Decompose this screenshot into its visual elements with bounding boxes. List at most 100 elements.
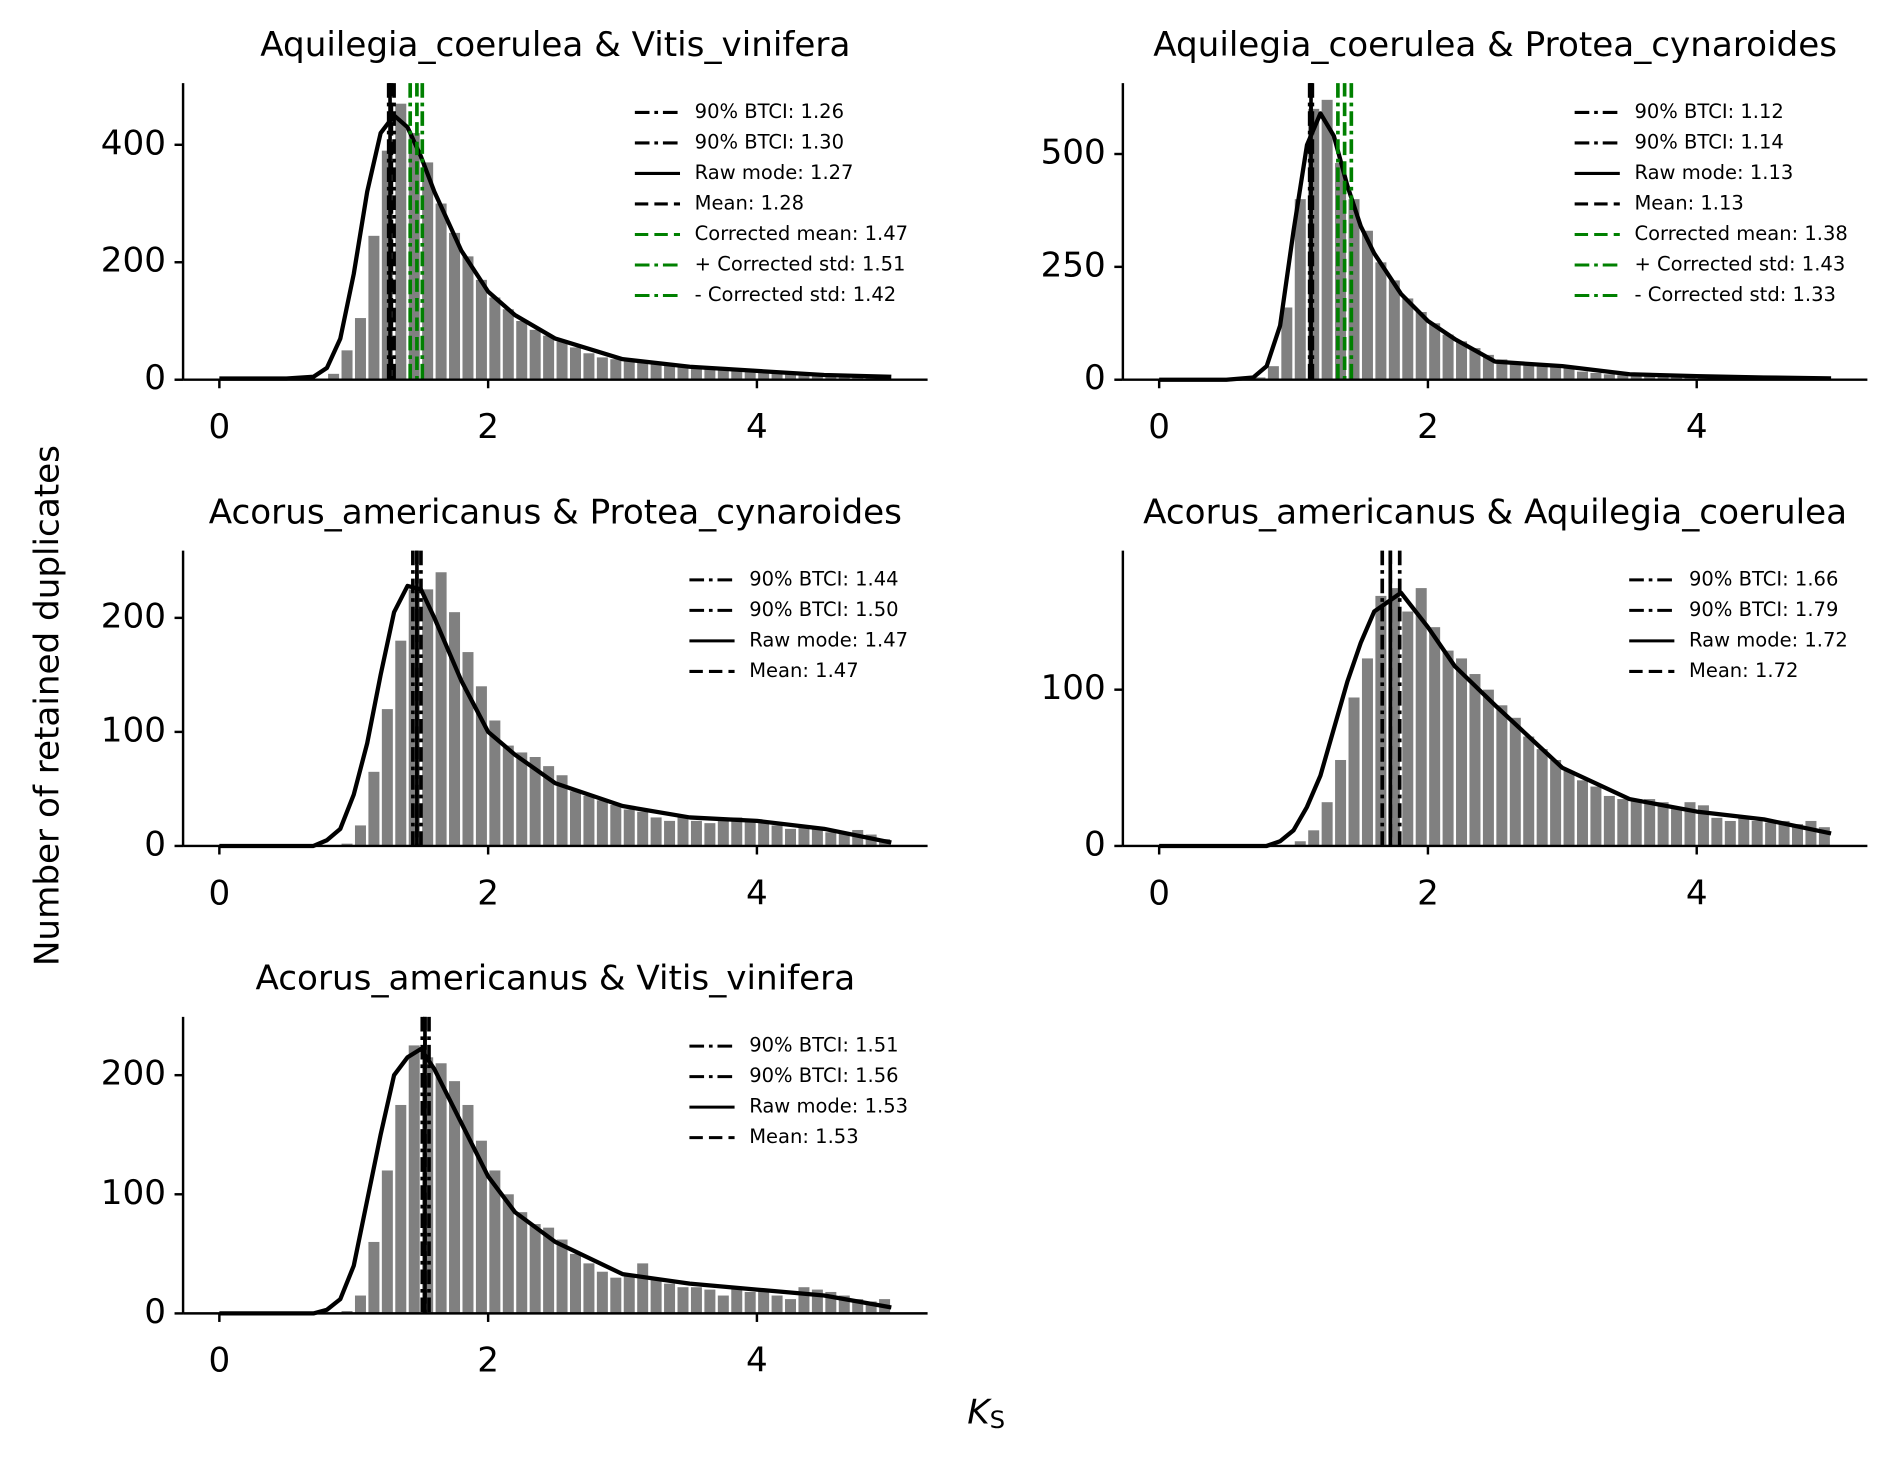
bar xyxy=(583,353,595,380)
bar xyxy=(354,825,366,846)
bar xyxy=(785,372,797,380)
bar xyxy=(1335,163,1347,380)
bar xyxy=(1523,362,1535,380)
bar xyxy=(328,373,340,380)
legend-label: Mean: 1.13 xyxy=(1634,191,1743,214)
bar xyxy=(1818,827,1830,846)
bar xyxy=(502,309,514,380)
bar xyxy=(1751,820,1763,846)
subplot-title: Aquilegia_coerulea & Protea_cynaroides xyxy=(1153,25,1837,65)
bar xyxy=(1617,799,1629,846)
bar xyxy=(1738,817,1750,846)
bar xyxy=(1509,717,1521,846)
bar xyxy=(395,103,407,380)
bar xyxy=(516,320,528,380)
legend-label: Mean: 1.28 xyxy=(695,191,804,214)
bar xyxy=(395,640,407,846)
bar xyxy=(462,256,474,380)
bar xyxy=(825,832,837,846)
bar xyxy=(1321,802,1333,846)
bar xyxy=(1361,230,1373,380)
bar xyxy=(1415,311,1427,380)
bar xyxy=(1576,371,1588,380)
bar xyxy=(596,800,608,846)
y-tick-label: 200 xyxy=(101,1054,166,1094)
bar xyxy=(502,745,514,846)
bar xyxy=(677,366,689,380)
x-tick-label: 2 xyxy=(477,407,499,447)
y-tick-label: 0 xyxy=(1084,824,1106,864)
bar xyxy=(569,1253,581,1314)
x-tick-label: 0 xyxy=(208,873,230,913)
legend-label: Raw mode: 1.53 xyxy=(749,1095,908,1118)
bar xyxy=(583,1263,595,1314)
bar xyxy=(1496,359,1508,380)
bar xyxy=(1482,354,1494,380)
bar xyxy=(1778,820,1790,846)
bar xyxy=(556,775,568,846)
legend-label: 90% BTCI: 1.14 xyxy=(1634,130,1783,153)
y-tick-label: 200 xyxy=(101,596,166,636)
y-tick-label: 0 xyxy=(144,1292,166,1332)
bar xyxy=(1321,99,1333,380)
bar xyxy=(489,297,501,380)
bar xyxy=(1550,759,1562,846)
y-tick-label: 0 xyxy=(144,824,166,864)
subplot: Acorus_americanus & Vitis_vinifera 90% BT… xyxy=(101,959,928,1381)
subplot: Aquilegia_coerulea & Protea_cynaroides 90… xyxy=(1041,25,1868,447)
bar xyxy=(731,1287,743,1314)
bar xyxy=(811,828,823,846)
bar xyxy=(408,589,420,846)
legend: 90% BTCI: 1.12 90% BTCI: 1.14 Raw mode: 1.… xyxy=(1574,100,1848,306)
kde-line xyxy=(219,113,892,381)
bar xyxy=(785,828,797,846)
bar xyxy=(1456,658,1468,846)
bar xyxy=(1657,376,1669,380)
bar xyxy=(1671,377,1683,380)
bar xyxy=(637,362,649,380)
y-tick-label: 500 xyxy=(1041,133,1106,173)
x-tick-label: 4 xyxy=(1686,407,1708,447)
bar xyxy=(1442,650,1454,846)
bar xyxy=(408,1045,420,1314)
bar xyxy=(825,1291,837,1314)
bar xyxy=(690,367,702,380)
bar xyxy=(650,817,662,846)
bar xyxy=(1429,627,1441,846)
legend-label: 90% BTCI: 1.51 xyxy=(749,1034,898,1057)
bar xyxy=(704,369,716,380)
bar xyxy=(1576,780,1588,846)
subplot: Acorus_americanus & Aquilegia_coerulea 90… xyxy=(1041,492,1868,913)
bar xyxy=(1644,799,1656,846)
bar xyxy=(623,360,635,380)
bar xyxy=(422,162,434,380)
x-tick-label: 2 xyxy=(1417,407,1439,447)
bar xyxy=(1294,199,1306,380)
bar xyxy=(408,133,420,380)
bar xyxy=(596,357,608,380)
bar xyxy=(838,832,850,846)
bar xyxy=(435,1063,447,1314)
bar xyxy=(1388,588,1400,846)
bar xyxy=(1630,375,1642,380)
bar xyxy=(623,1275,635,1314)
kde-line xyxy=(1159,590,1832,849)
legend-label: Corrected mean: 1.38 xyxy=(1634,222,1847,245)
y-tick-label: 200 xyxy=(101,241,166,281)
legend-label: Raw mode: 1.13 xyxy=(1634,161,1793,184)
legend-label: 90% BTCI: 1.12 xyxy=(1634,100,1783,123)
x-tick-label: 0 xyxy=(208,1341,230,1381)
bar xyxy=(717,1295,729,1314)
bar xyxy=(1711,817,1723,846)
bar xyxy=(744,370,756,380)
y-tick-label: 250 xyxy=(1041,245,1106,285)
bar xyxy=(1684,802,1696,846)
bar xyxy=(717,369,729,380)
bar xyxy=(677,817,689,846)
x-tick-label: 2 xyxy=(477,1341,499,1381)
bar xyxy=(610,804,622,846)
bar xyxy=(650,363,662,380)
legend-label: Raw mode: 1.47 xyxy=(749,628,908,651)
